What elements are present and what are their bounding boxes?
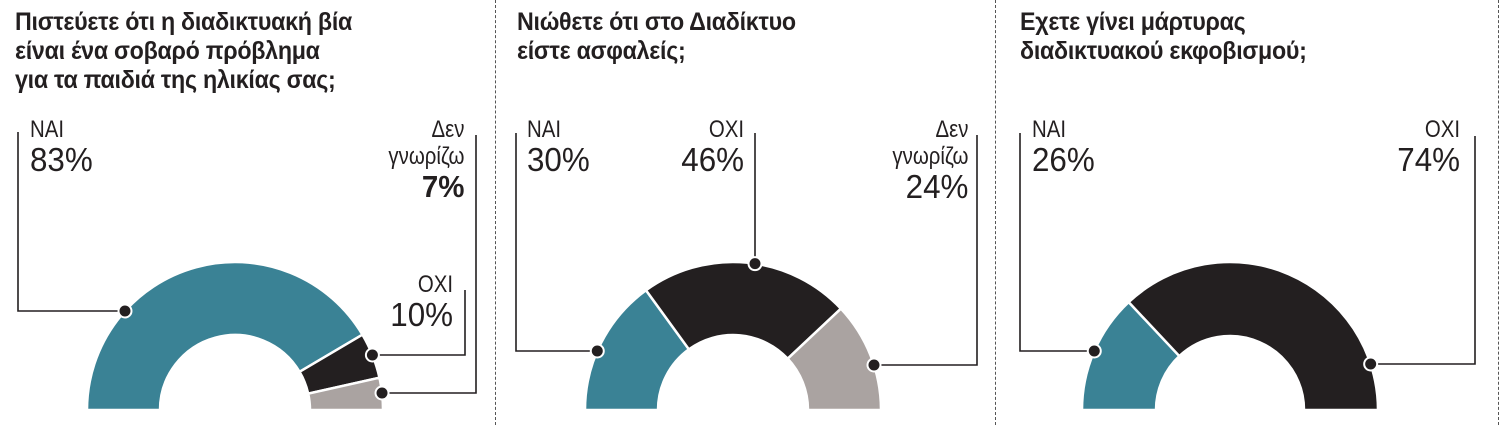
leader-line-dont-know (382, 135, 477, 394)
label-no: ΟΧΙ 46% (678, 116, 744, 177)
chart-panel-online-violence: Πιστεύετε ότι η διαδικτυακή βία είναι έν… (0, 0, 495, 425)
leader-line-no (1370, 136, 1476, 365)
label-value: 83% (30, 141, 93, 178)
label-yes: ΝΑΙ 26% (1032, 116, 1098, 177)
label-name: ΝΑΙ (1032, 116, 1067, 143)
label-dont-know: Δεν γνωρίζω 7% (375, 116, 464, 204)
chart-title: Πιστεύετε ότι η διαδικτυακή βία είναι έν… (15, 8, 352, 95)
label-name: ΝΑΙ (30, 116, 65, 143)
label-name: ΟΧΙ (708, 116, 744, 143)
title-line: για τα παιδιά της ηλικίας σας; (15, 66, 336, 94)
leader-line-yes (1019, 133, 1095, 352)
panel-divider-1 (495, 0, 496, 425)
label-value: 74% (1397, 141, 1460, 178)
leader-dot-no-icon (366, 349, 378, 361)
leader-line-no (372, 290, 466, 356)
label-yes: ΝΑΙ 83% (30, 116, 96, 177)
arc-segment-dont-know (785, 306, 883, 412)
label-value: 24% (905, 168, 968, 205)
title-line: Εχετε γίνει μάρτυρας (1020, 8, 1246, 36)
label-value: 10% (390, 296, 453, 333)
label-name: γνωρίζω (891, 143, 968, 170)
leader-dot-yes-icon (119, 305, 131, 317)
label-yes: ΝΑΙ 30% (527, 116, 593, 177)
title-line: διαδικτυακού εκφοβισμού; (1020, 37, 1307, 65)
chart-title: Εχετε γίνει μάρτυρας διαδικτυακού εκφοβι… (1020, 8, 1307, 66)
arc-segment-no (644, 260, 843, 361)
label-dont-know: Δεν γνωρίζω 24% (879, 116, 968, 204)
leader-line-yes (515, 133, 598, 352)
title-line: είστε ασφαλείς; (517, 37, 686, 65)
label-value: 30% (527, 141, 590, 178)
leader-dot-dont-know-icon (868, 359, 880, 371)
panel-divider-right (1498, 0, 1499, 425)
leader-dot-dont-know-icon (376, 387, 388, 399)
label-name: ΟΧΙ (417, 271, 453, 298)
label-name: ΟΧΙ (1424, 116, 1460, 143)
title-line: Πιστεύετε ότι η διαδικτυακή βία (15, 8, 353, 36)
label-value: 7% (421, 169, 464, 204)
title-line: Νιώθετε ότι στο Διαδίκτυο (517, 8, 796, 36)
leader-dot-yes-icon (1088, 345, 1100, 357)
title-line: είναι ένα σοβαρό πρόβλημα (15, 37, 320, 65)
chart-panel-feel-safe: Νιώθετε ότι στο Διαδίκτυο είστε ασφαλείς… (495, 0, 995, 425)
label-value: 26% (1032, 141, 1095, 178)
label-no: ΟΧΙ 74% (1394, 116, 1460, 177)
label-name: Δεν (431, 116, 464, 143)
label-value: 46% (681, 141, 744, 178)
chart-title: Νιώθετε ότι στο Διαδίκτυο είστε ασφαλείς… (517, 8, 796, 66)
leader-line-dont-know (873, 135, 978, 366)
leader-dot-no-icon (1365, 358, 1377, 370)
leader-dot-no-icon (749, 258, 761, 270)
label-name: γνωρίζω (387, 143, 464, 170)
panel-divider-2 (995, 0, 996, 425)
arc-segment-no (1126, 260, 1380, 412)
label-no: ΟΧΙ 10% (387, 271, 453, 332)
label-name: ΝΑΙ (527, 116, 562, 143)
chart-panel-witness-bullying: Εχετε γίνει μάρτυρας διαδικτυακού εκφοβι… (995, 0, 1500, 425)
label-name: Δεν (935, 116, 968, 143)
leader-dot-yes-icon (591, 345, 603, 357)
leader-line-yes (17, 132, 125, 312)
